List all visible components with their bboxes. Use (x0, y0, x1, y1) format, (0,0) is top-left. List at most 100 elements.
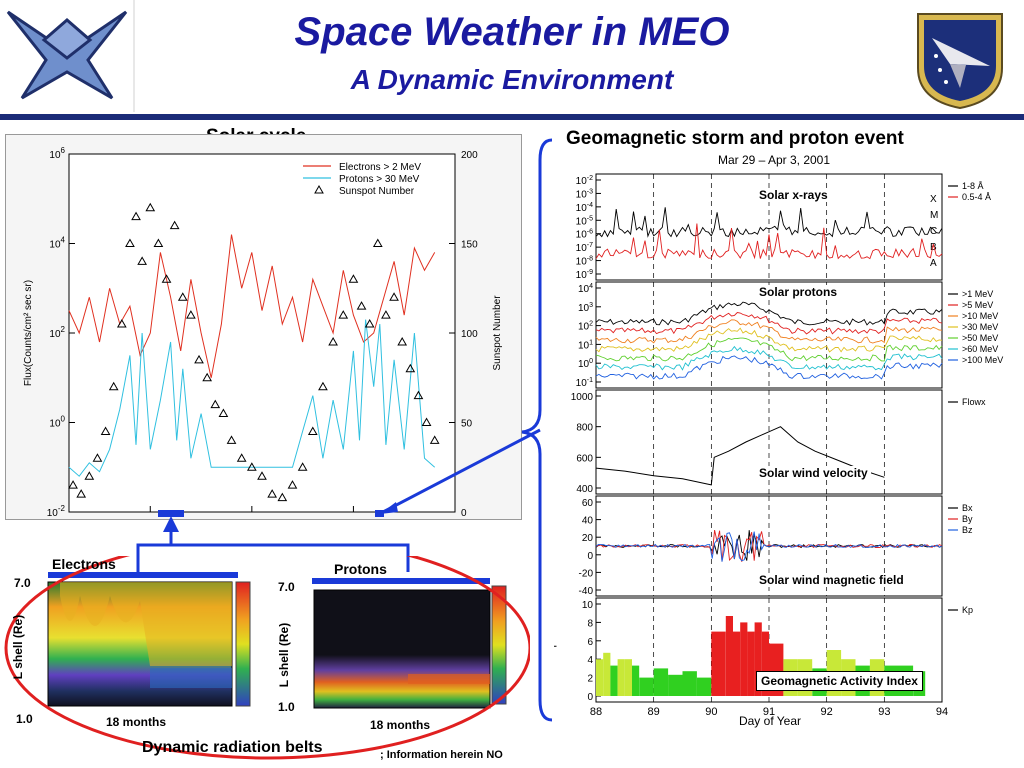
storm-xlabel: Day of Year (739, 714, 801, 728)
solar-cycle-chart: 1990 1995 2000 2005 10-2 100 102 104 106 0 50 100 15… (23, 146, 503, 518)
xray-level-label: B (930, 242, 937, 253)
air-force-wings-logo (0, 0, 135, 112)
kp-bar (617, 659, 625, 696)
sunspot-point (307, 426, 318, 435)
kp-bar (711, 631, 719, 696)
storm-ytick-label: 20 (582, 533, 594, 544)
sunspot-point (372, 238, 383, 247)
proton-series-5 (595, 345, 943, 371)
y-tick-label: 102 (49, 325, 65, 340)
radiation-belts-label: Dynamic radiation belts (142, 739, 323, 756)
proton-ytick-top: 7.0 (278, 580, 295, 594)
header-divider (0, 114, 1024, 120)
y2-tick-label: 0 (461, 508, 467, 518)
storm-legend-entry: >60 MeV (962, 344, 998, 354)
storm-ylabel: nT (554, 539, 557, 552)
storm-ytick-label: 10-4 (576, 202, 593, 214)
sunspot-point (338, 310, 349, 319)
storm-ytick-label: -40 (579, 586, 594, 597)
kp-bar (653, 668, 669, 696)
storm-xtick-label: 94 (936, 706, 948, 718)
kp-bar (733, 631, 741, 696)
storm-ytick-label: 0 (587, 692, 593, 703)
sunspot-point (210, 399, 221, 409)
storm-ytick-label: 10-9 (576, 269, 593, 281)
storm-xtick-label: 93 (878, 706, 890, 718)
kp-bar (740, 622, 748, 696)
storm-xtick-label: 92 (821, 706, 833, 718)
storm-ytick-label: 102 (578, 321, 593, 333)
sunspot-point (364, 319, 375, 328)
sunspot-point (84, 471, 95, 480)
page-title: Space Weather in MEO (294, 10, 730, 54)
proton-series-3 (595, 327, 943, 353)
storm-ytick-label: 10 (582, 600, 594, 611)
storm-legend-entry: Kp (962, 605, 973, 615)
y-tick-label: 100 (49, 415, 65, 430)
storm-ytick-label: 10-5 (576, 215, 593, 227)
xray-level-label: A (930, 258, 937, 269)
geomagnetic-storm-chart: Mar 29 – Apr 3, 2001 10-210-310-410-510-… (554, 153, 1003, 728)
sunspot-point (177, 292, 188, 301)
storm-ytick-label: 100 (578, 358, 593, 370)
storm-xtick-label: 88 (590, 706, 602, 718)
sunspot-point (267, 489, 278, 498)
y-tick-label: 106 (49, 146, 65, 161)
storm-ytick-label: 10-3 (576, 188, 593, 200)
solar-y2label: Sunspot Number (492, 295, 503, 371)
kp-bar (761, 631, 769, 696)
x-tick-label: 1995 (241, 517, 264, 518)
kp-bar (624, 659, 632, 696)
storm-ytick-label: 10-2 (576, 175, 593, 187)
velocity-series (595, 426, 885, 486)
storm-legend-entry: Bx (962, 503, 973, 513)
legend-entry: Sunspot Number (339, 186, 415, 197)
storm-ytick-label: 101 (578, 339, 593, 351)
sunspot-point (277, 492, 288, 502)
sunspot-point (131, 211, 141, 221)
kp-bar (668, 674, 683, 696)
panel-label-velocity: Solar wind velocity (756, 466, 871, 480)
storm-title: Mar 29 – Apr 3, 2001 (718, 153, 830, 167)
sunspot-point (76, 489, 87, 498)
kp-bar (603, 652, 611, 696)
storm-ytick-label: 1000 (571, 392, 594, 403)
sunspot-point (413, 390, 424, 400)
panel-label-kp: Geomagnetic Activity Index (756, 671, 923, 691)
sunspot-point (287, 480, 298, 489)
electron-ytick-bottom: 1.0 (16, 712, 33, 726)
sunspot-point (397, 336, 408, 346)
storm-ytick-label: 103 (578, 302, 593, 314)
x-tick-label: 1990 (139, 517, 162, 518)
sunspot-point (153, 238, 164, 247)
sunspot-point (194, 354, 204, 364)
proton-series-4 (595, 337, 943, 362)
magfield-series-2 (595, 531, 943, 562)
sunspot-point (297, 462, 308, 471)
sunspot-point (328, 336, 338, 346)
kp-bar (596, 659, 604, 696)
electron-ytick-top: 7.0 (14, 576, 31, 590)
sunspot-point (116, 319, 127, 328)
proton-xlabel: 18 months (370, 718, 431, 732)
panel-label-magfield: Solar wind magnetic field (756, 573, 907, 587)
storm-legend-entry: >100 MeV (962, 355, 1003, 365)
storm-legend-entry: >50 MeV (962, 333, 998, 343)
kp-bar (610, 665, 618, 696)
page-subtitle: A Dynamic Environment (350, 64, 674, 95)
sunspot-point (246, 462, 257, 471)
series-line-0 (68, 234, 436, 378)
proton-belt-map (313, 589, 491, 709)
storm-legend-entry: 0.5-4 Å (962, 192, 991, 202)
kp-bar (646, 677, 654, 696)
storm-xtick-label: 90 (705, 706, 717, 718)
xray-series-0 (595, 207, 943, 238)
kp-bar (747, 631, 755, 696)
storm-ylabel: Ions/cm²-s-sr (554, 303, 557, 368)
proton-timebar (312, 578, 490, 584)
y-tick-label: 104 (49, 236, 65, 251)
storm-ytick-label: 0 (587, 551, 593, 562)
legend-entry: Protons > 30 MeV (339, 174, 420, 185)
sunspot-point (202, 372, 213, 382)
storm-legend-entry: Bz (962, 525, 973, 535)
